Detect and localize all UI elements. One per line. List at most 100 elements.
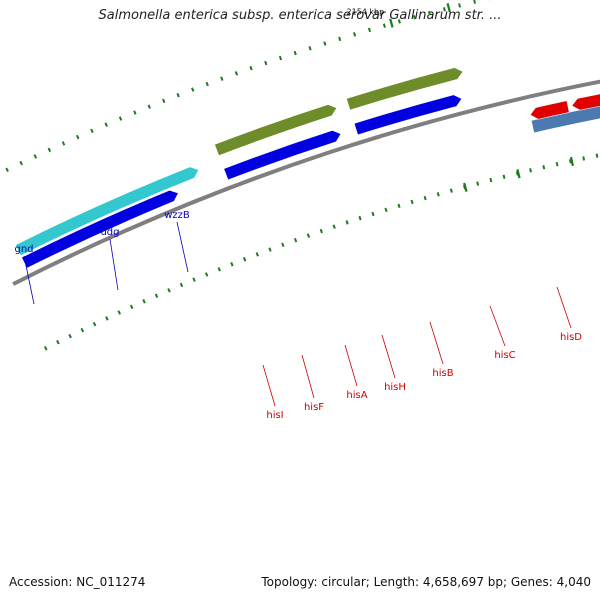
label-hisB: hisB bbox=[432, 368, 453, 379]
minor-tick bbox=[489, 177, 493, 183]
minor-tick bbox=[5, 167, 9, 173]
gene-arrow-blue[interactable] bbox=[353, 94, 463, 136]
gene-arrow-blue[interactable] bbox=[223, 130, 342, 181]
minor-tick bbox=[104, 122, 108, 127]
minor-tick bbox=[264, 60, 268, 66]
minor-tick bbox=[449, 188, 453, 193]
minor-tick bbox=[397, 19, 401, 24]
inner-tick-track bbox=[43, 153, 599, 351]
minor-tick bbox=[306, 233, 311, 238]
minor-tick bbox=[555, 162, 559, 167]
map-title: Salmonella enterica subsp. enterica sero… bbox=[98, 8, 502, 23]
minor-tick bbox=[412, 15, 416, 20]
minor-tick bbox=[192, 277, 196, 282]
leader-hisH bbox=[381, 334, 396, 379]
minor-tick bbox=[515, 171, 519, 176]
minor-tick bbox=[476, 181, 480, 186]
tick-label: 2154 kbp bbox=[347, 7, 385, 16]
minor-tick bbox=[92, 321, 97, 327]
minor-tick bbox=[47, 147, 52, 153]
label-hisD: hisD bbox=[560, 332, 582, 343]
inner-strand-genes[interactable] bbox=[529, 52, 600, 133]
minor-tick bbox=[142, 299, 146, 304]
label-udg: udg bbox=[100, 227, 119, 238]
major-tick bbox=[463, 182, 468, 192]
minor-tick bbox=[268, 247, 272, 252]
minor-tick bbox=[205, 81, 209, 87]
leader-hisB bbox=[429, 321, 444, 365]
minor-tick bbox=[33, 154, 38, 159]
minor-tick bbox=[118, 116, 123, 121]
minor-tick bbox=[323, 41, 327, 46]
minor-tick bbox=[179, 282, 184, 288]
minor-tick bbox=[338, 36, 342, 42]
leader-udg bbox=[109, 238, 119, 291]
minor-tick bbox=[56, 339, 60, 345]
accession-text: Accession: NC_011274 bbox=[9, 575, 146, 589]
gene-arrow-blue[interactable] bbox=[21, 189, 179, 269]
minor-tick bbox=[220, 76, 224, 81]
minor-tick bbox=[442, 7, 446, 12]
minor-tick bbox=[281, 242, 285, 248]
minor-tick bbox=[293, 237, 298, 243]
minor-tick bbox=[75, 134, 80, 140]
minor-tick bbox=[384, 207, 388, 213]
minor-tick bbox=[133, 110, 137, 115]
minor-tick bbox=[105, 316, 109, 321]
minor-tick bbox=[162, 98, 166, 104]
minor-tick bbox=[332, 224, 336, 229]
leader-hisD bbox=[556, 286, 572, 329]
minor-tick bbox=[191, 87, 195, 92]
genome-summary: Topology: circular; Length: 4,658,697 bp… bbox=[261, 575, 591, 589]
minor-tick bbox=[427, 11, 431, 16]
gene-gnd[interactable] bbox=[14, 166, 200, 257]
minor-tick bbox=[176, 92, 180, 98]
minor-tick bbox=[154, 293, 159, 298]
minor-tick bbox=[293, 50, 297, 56]
minor-tick bbox=[436, 192, 440, 197]
minor-tick bbox=[542, 165, 546, 170]
backbone-line bbox=[12, 79, 600, 286]
minor-tick bbox=[345, 220, 349, 225]
minor-tick bbox=[43, 346, 48, 351]
minor-tick bbox=[582, 156, 586, 161]
leader-hisF bbox=[301, 354, 315, 399]
minor-tick bbox=[129, 304, 134, 310]
minor-tick bbox=[204, 272, 209, 277]
minor-tick bbox=[217, 267, 221, 272]
leader-gnd bbox=[23, 255, 35, 305]
minor-tick bbox=[382, 23, 386, 28]
minor-tick bbox=[353, 32, 357, 37]
minor-tick bbox=[80, 327, 85, 333]
minor-tick bbox=[367, 27, 372, 33]
outer-tick-track: 2154 kbp2153 kbp2152 kbp2151 kbp2150 kbp… bbox=[5, 0, 491, 173]
major-tick bbox=[446, 3, 451, 13]
minor-tick bbox=[117, 310, 122, 315]
minor-tick bbox=[19, 160, 23, 166]
minor-tick bbox=[595, 153, 599, 158]
minor-tick bbox=[423, 195, 427, 201]
minor-tick bbox=[234, 71, 239, 76]
gene-udg[interactable] bbox=[214, 104, 338, 157]
minor-tick bbox=[529, 168, 532, 173]
gene-hisI[interactable] bbox=[529, 100, 570, 120]
gene-wzzB[interactable] bbox=[346, 67, 464, 111]
outer-strand-genes[interactable] bbox=[14, 67, 464, 269]
major-tick bbox=[569, 156, 574, 167]
leader-hisA bbox=[344, 344, 358, 387]
minor-tick bbox=[61, 141, 66, 146]
gene-hisF[interactable] bbox=[571, 91, 600, 111]
major-tick bbox=[516, 169, 521, 179]
minor-tick bbox=[147, 104, 151, 109]
minor-tick bbox=[458, 3, 461, 8]
label-hisH: hisH bbox=[384, 382, 406, 393]
gene-labels: gnd udg wzzB hisI hisF hisA hisH hisB hisC hisD bbox=[14, 210, 582, 421]
minor-tick bbox=[278, 55, 283, 61]
minor-tick bbox=[319, 228, 323, 234]
minor-tick bbox=[371, 211, 375, 217]
major-tick bbox=[389, 18, 394, 28]
minor-tick bbox=[255, 252, 259, 257]
minor-tick bbox=[568, 159, 572, 164]
label-hisI: hisI bbox=[266, 410, 283, 421]
